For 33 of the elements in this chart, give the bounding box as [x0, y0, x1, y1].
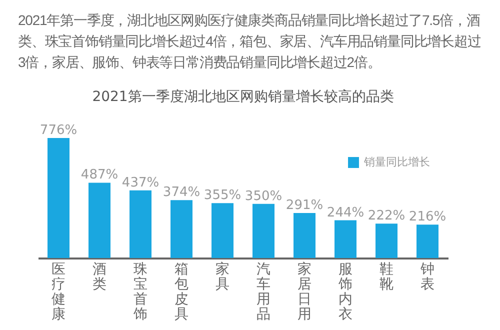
data-label: 222%	[368, 208, 406, 224]
x-tick-label: 服饰内衣	[338, 262, 352, 322]
bar	[170, 200, 192, 258]
bar	[212, 203, 234, 258]
data-label: 374%	[162, 185, 200, 200]
x-tick-label: 家具	[216, 262, 230, 292]
data-label: 487%	[80, 168, 118, 183]
legend-label: 销量同比增长	[363, 156, 430, 168]
x-tick-label: 钟表	[420, 262, 434, 292]
x-tick-label: 家居日用	[298, 262, 312, 322]
bar	[376, 224, 398, 258]
x-tick-label: 汽车用品	[256, 262, 270, 322]
data-label: 776%	[40, 123, 78, 138]
text: 2021年第一季度，湖北地区网购医疗健康类商品销量同比增长超过了7.5倍，酒类、珠宝首饰销量同比增长超过4倍，箱包、家居、汽车用品销量同比增长超过3倍，家居、服饰、钟表等日常消费品销量同比增长超过2倍。	[17, 11, 482, 72]
data-label: 437%	[122, 175, 160, 190]
bar	[252, 204, 274, 258]
data-label: 244%	[326, 205, 364, 220]
x-tick-label: 珠宝首饰	[132, 262, 148, 322]
bar	[416, 224, 438, 258]
x-tick-label: 酒类	[92, 262, 106, 292]
x-tick-label: 医疗健康	[52, 262, 66, 322]
data-label: 355%	[204, 188, 242, 204]
data-label: 291%	[286, 198, 324, 213]
chart-title: 2021第一季度湖北地区网购销量增长较高的品类	[92, 89, 394, 105]
bar	[130, 190, 152, 258]
bar	[334, 220, 356, 258]
bar	[48, 138, 70, 258]
x-tick-label: 鞋靴	[380, 262, 394, 292]
bar	[294, 213, 316, 258]
data-label: 216%	[408, 210, 446, 225]
data-label: 350%	[244, 188, 282, 204]
bar	[88, 182, 110, 258]
x-tick-label: 箱包皮具	[174, 262, 188, 322]
